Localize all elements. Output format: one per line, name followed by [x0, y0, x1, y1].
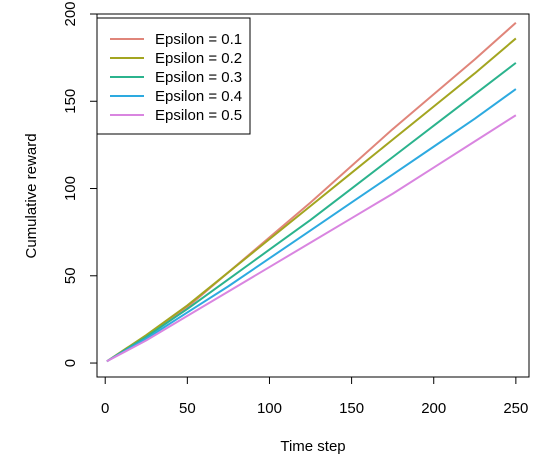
series-line-3 [106, 62, 517, 363]
x-tick-label-4: 150 [339, 400, 364, 417]
series-line-2 [106, 37, 517, 363]
series-line-4 [106, 88, 517, 363]
legend: Epsilon = 0.1 Epsilon = 0.2 Epsilon = 0.3 E… [96, 17, 251, 135]
x-tick-label-1: 0 [101, 400, 109, 417]
series-lines [106, 21, 517, 363]
legend-label-4: Epsilon = 0.4 [155, 88, 242, 105]
x-tick-label-5: 200 [421, 400, 446, 417]
legend-label-3: Epsilon = 0.3 [155, 69, 242, 86]
legend-label-2: Epsilon = 0.2 [155, 50, 242, 67]
x-axis: 0 50 100 150 200 250 [101, 376, 528, 417]
y-tick-label-3: 100 [62, 176, 79, 201]
x-tick-label-6: 250 [503, 400, 528, 417]
x-axis-label: Time step [280, 438, 345, 455]
y-tick-label-4: 150 [62, 89, 79, 114]
y-tick-label-2: 50 [62, 267, 79, 284]
y-tick-label-1: 0 [62, 359, 79, 367]
y-axis-label: Cumulative reward [23, 133, 40, 258]
x-tick-label-2: 50 [179, 400, 196, 417]
y-axis: 0 50 100 150 200 [62, 1, 98, 367]
y-tick-label-5: 200 [62, 1, 79, 26]
legend-label-5: Epsilon = 0.5 [155, 107, 242, 124]
x-tick-label-3: 100 [257, 400, 282, 417]
series-line-5 [106, 114, 517, 363]
legend-label-1: Epsilon = 0.1 [155, 31, 242, 48]
